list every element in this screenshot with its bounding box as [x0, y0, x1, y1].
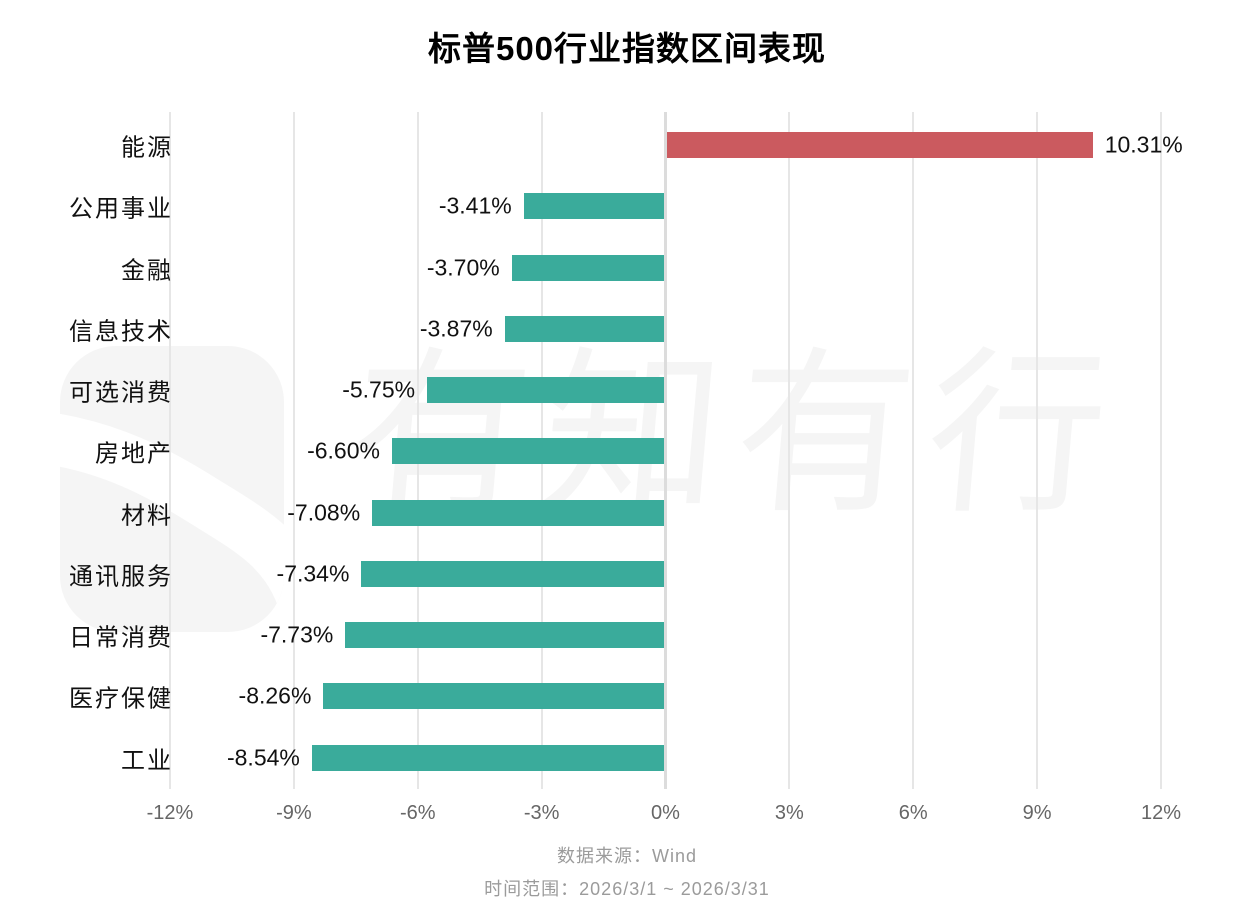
- x-axis-tick-label: -9%: [276, 802, 312, 824]
- gridline: [912, 112, 915, 789]
- category-label: 日常消费: [69, 624, 173, 652]
- value-label: -8.26%: [238, 682, 312, 709]
- zero-gridline: [664, 112, 667, 789]
- bar: [511, 254, 665, 281]
- bar: [345, 622, 665, 648]
- gridline: [292, 112, 295, 789]
- bar: [427, 377, 665, 403]
- value-label: 10.31%: [1104, 131, 1183, 158]
- value-label: -3.70%: [426, 254, 500, 280]
- watermark-logo-icon: [58, 338, 292, 645]
- x-axis-tick-label: -6%: [399, 802, 436, 824]
- x-axis-tick-label: 0%: [651, 802, 680, 824]
- chart-title: 标普500行业指数区间表现: [427, 30, 827, 67]
- category-label: 医疗保健: [69, 685, 173, 713]
- data-source-label: 数据来源：Wind: [556, 846, 697, 866]
- category-label: 可选消费: [69, 379, 173, 407]
- bar: [523, 193, 665, 220]
- category-label: 工业: [121, 747, 173, 774]
- x-axis-tick-label: 6%: [898, 802, 928, 824]
- value-label: -7.34%: [276, 560, 350, 587]
- value-label: -7.08%: [287, 499, 361, 525]
- category-label: 公用事业: [69, 195, 173, 223]
- category-label: 金融: [121, 257, 173, 284]
- bar: [504, 315, 665, 342]
- x-axis-tick-label: -12%: [146, 802, 194, 824]
- x-axis-tick-label: 3%: [774, 802, 804, 824]
- time-range-label: 时间范围：2026/3/1 ~ 2026/3/31: [484, 879, 770, 899]
- bar: [372, 499, 665, 526]
- category-label: 能源: [121, 134, 173, 162]
- bar: [361, 560, 665, 587]
- value-label: -6.60%: [307, 437, 380, 464]
- category-label: 房地产: [95, 440, 173, 468]
- category-label: 信息技术: [69, 318, 173, 346]
- gridline: [788, 112, 791, 789]
- bar: [667, 132, 1093, 158]
- category-label: 通讯服务: [69, 563, 173, 591]
- gridline: [169, 112, 171, 789]
- value-label: -5.75%: [342, 376, 416, 403]
- bar: [311, 744, 665, 771]
- x-axis-tick-label: -3%: [523, 802, 560, 824]
- gridline: [1160, 112, 1162, 789]
- category-label: 材料: [121, 502, 173, 529]
- x-axis-tick-label: 9%: [1022, 802, 1052, 824]
- value-label: -3.41%: [438, 192, 512, 219]
- chart-footer: 数据来源：Wind 时间范围：2026/3/1 ~ 2026/3/31: [0, 847, 1254, 913]
- gridline: [1036, 112, 1039, 789]
- x-axis-tick-label: 12%: [1140, 802, 1182, 824]
- value-label: -3.87%: [419, 315, 493, 342]
- value-label: -8.54%: [226, 744, 300, 770]
- value-label: -7.73%: [260, 621, 334, 648]
- bar: [323, 683, 665, 710]
- bar: [391, 438, 665, 465]
